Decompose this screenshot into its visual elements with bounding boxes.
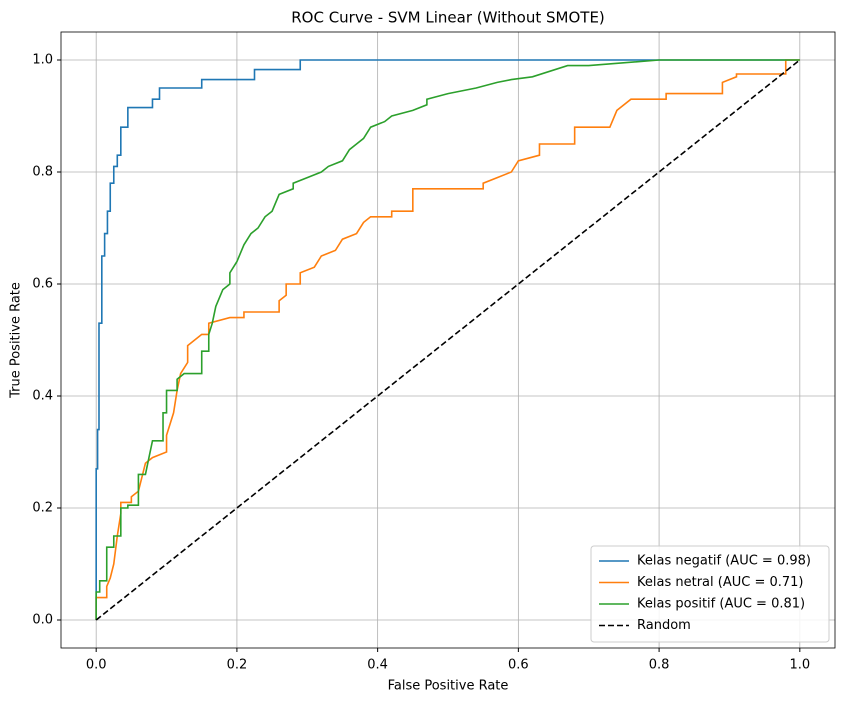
y-axis-label: True Positive Rate xyxy=(9,282,24,399)
line-series xyxy=(95,59,800,620)
x-tick-label: 1.0 xyxy=(789,658,810,673)
y-tick-label: 0.4 xyxy=(32,389,53,404)
chart-title: ROC Curve - SVM Linear (Without SMOTE) xyxy=(291,9,605,27)
legend-box xyxy=(590,545,830,643)
legend-label: Kelas netral (AUC = 0.71) xyxy=(637,575,803,590)
y-tick-label: 0.6 xyxy=(32,277,53,292)
x-tick-label: 0.8 xyxy=(649,658,670,673)
x-tick-label: 0.2 xyxy=(227,658,248,673)
x-axis-label: False Positive Rate xyxy=(388,679,509,694)
x-tick-label: 0.0 xyxy=(86,658,107,673)
line-series xyxy=(95,59,800,620)
line-series xyxy=(95,59,801,621)
y-tick-label: 1.0 xyxy=(32,53,53,68)
legend-label: Random xyxy=(637,618,691,633)
plot-frame xyxy=(60,31,836,649)
y-tick-label: 0.0 xyxy=(32,613,53,628)
y-tick-label: 0.2 xyxy=(32,501,53,516)
y-tick-label: 0.8 xyxy=(32,165,53,180)
legend-label: Kelas negatif (AUC = 0.98) xyxy=(637,554,811,569)
legend-label: Kelas positif (AUC = 0.81) xyxy=(637,597,805,612)
x-tick-label: 0.4 xyxy=(367,658,388,673)
line-series xyxy=(95,59,800,620)
x-tick-label: 0.6 xyxy=(508,658,529,673)
